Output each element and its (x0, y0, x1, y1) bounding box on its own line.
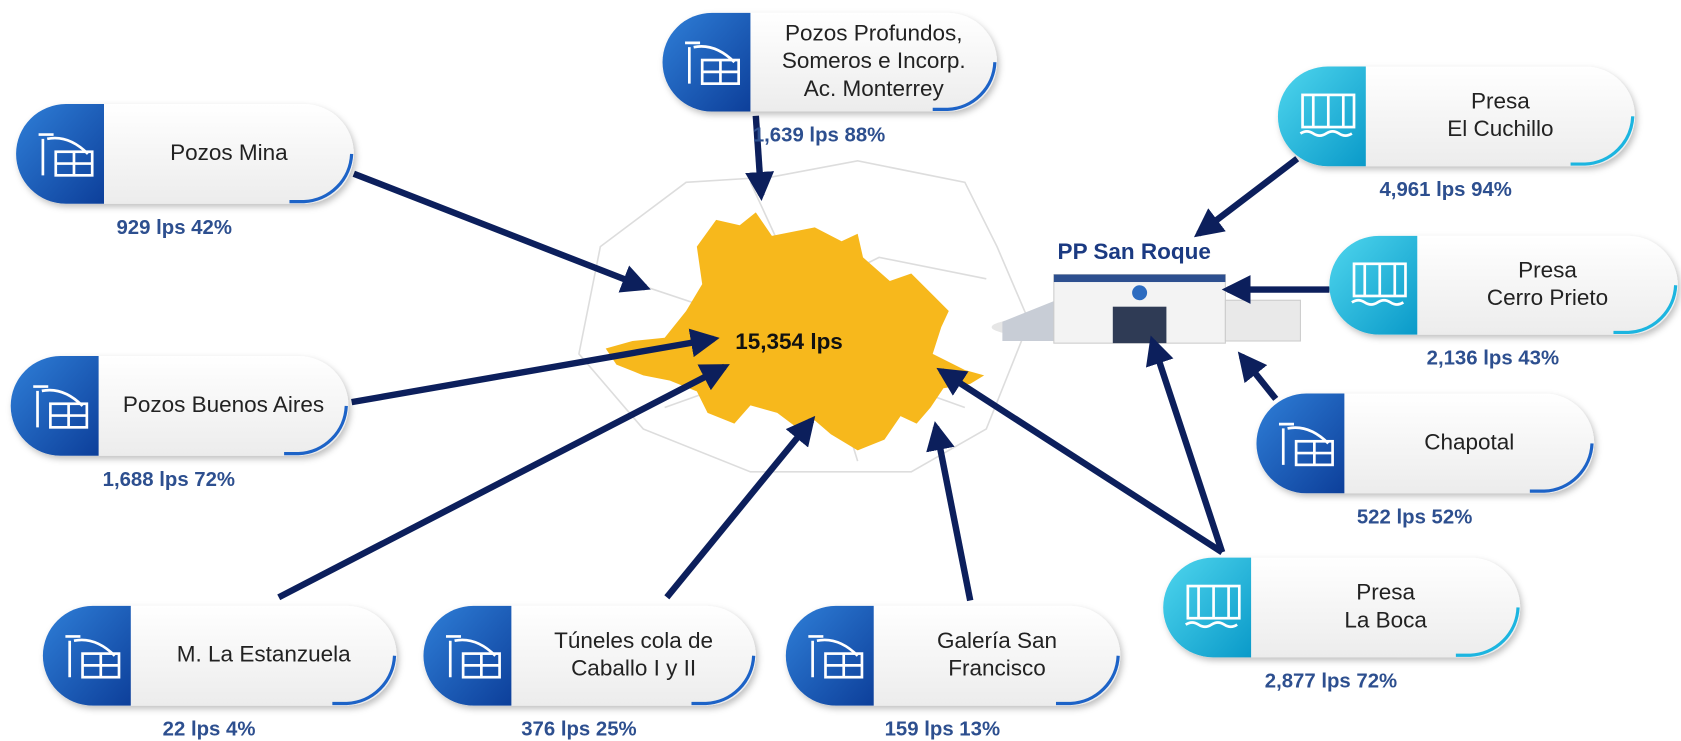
icon-box (1277, 66, 1366, 167)
node-label: Someros e Incorp. (782, 48, 966, 73)
icon-box (1256, 393, 1345, 494)
card (1163, 557, 1521, 658)
node-stat: 22 lps 4% (163, 719, 256, 741)
icon-box (16, 104, 104, 204)
center-label: 15,354 lps (735, 329, 843, 354)
card (42, 605, 397, 706)
source-node: M. La Estanzuela 22 lps 4% (42, 605, 397, 741)
node-label: Ac. Monterrey (804, 76, 945, 101)
icon (808, 635, 862, 678)
arrow (936, 367, 1224, 555)
card-accent (932, 62, 997, 111)
card-accent (289, 153, 354, 204)
source-node: Pozos Mina 929 lps 42% (16, 104, 354, 239)
node-stat: 376 lps 25% (521, 719, 636, 741)
icon-box (662, 12, 751, 112)
icon (1278, 422, 1333, 465)
icon-box (785, 605, 874, 706)
source-node: Presa Cerro Prieto 2,136 lps 43% (1329, 235, 1678, 370)
arrow (1237, 351, 1279, 401)
node-stat: 2,877 lps 72% (1265, 670, 1397, 692)
node-label: Túneles cola de (554, 628, 713, 653)
card-accent (1529, 443, 1594, 493)
icon-box (1329, 235, 1418, 335)
icon (685, 41, 739, 84)
node-stat: 1,688 lps 72% (103, 469, 235, 491)
node-label: Caballo I y II (571, 656, 696, 681)
node-label: M. La Estanzuela (177, 642, 351, 667)
icon (445, 635, 500, 678)
node-label: Galería San (937, 628, 1057, 653)
city-area (605, 212, 985, 451)
icon-box (10, 356, 99, 456)
node-label: Pozos Buenos Aires (123, 392, 324, 417)
source-node: Pozos Profundos, Someros e Incorp. Ac. Mon… (662, 12, 998, 147)
card-accent (332, 655, 397, 706)
node-label: La Boca (1344, 607, 1427, 632)
arrow (1193, 156, 1300, 238)
arrow (351, 328, 720, 406)
icon-box (423, 605, 512, 706)
card-accent (691, 655, 756, 706)
arrow (1145, 335, 1226, 554)
icon (33, 385, 87, 428)
source-node: Pozos Buenos Aires 1,688 lps 72% (10, 356, 349, 491)
source-node: Galería San Francisco 159 lps 13% (785, 605, 1121, 741)
node-stat: 1,639 lps 88% (753, 125, 885, 147)
card-accent (1055, 655, 1120, 706)
icon (38, 133, 93, 176)
arrow (664, 415, 816, 600)
icon-box (1163, 557, 1252, 658)
plant (991, 273, 1301, 344)
card-accent (284, 405, 348, 456)
card-accent (1613, 285, 1678, 335)
node-label: El Cuchillo (1447, 116, 1553, 141)
node-stat: 159 lps 13% (885, 719, 1000, 741)
node-label: Pozos Profundos, (785, 20, 963, 45)
node-stat: 2,136 lps 43% (1427, 348, 1559, 370)
card-accent (1570, 116, 1635, 166)
node-label: Presa (1518, 257, 1577, 282)
node-label: Pozos Mina (170, 140, 288, 165)
node-stat: 929 lps 42% (116, 217, 231, 239)
node-label: Chapotal (1424, 429, 1514, 454)
arrow (926, 421, 974, 602)
icon (1184, 586, 1238, 629)
node-label: Cerro Prieto (1487, 285, 1608, 310)
arrow (277, 363, 730, 601)
source-node: Presa El Cuchillo 4,961 lps 94% (1277, 66, 1635, 201)
icon (1299, 94, 1353, 137)
arrow (352, 170, 651, 293)
card (1277, 66, 1635, 167)
node-label: Francisco (948, 656, 1046, 681)
source-node: Túneles cola de Caballo I y II 376 lps 25% (423, 605, 756, 741)
source-node: Chapotal 522 lps 52% (1256, 393, 1595, 528)
card-accent (1455, 607, 1520, 657)
icon (65, 635, 119, 678)
node-stat: 522 lps 52% (1357, 506, 1472, 528)
plant-label: PP San Roque (1058, 239, 1211, 264)
arrow (745, 115, 775, 201)
node-stat: 4,961 lps 94% (1379, 179, 1511, 201)
node-label: Presa (1356, 580, 1415, 605)
icon-box (42, 605, 131, 706)
node-label: Presa (1471, 88, 1530, 113)
icon (1351, 263, 1405, 306)
arrows (277, 115, 1330, 602)
